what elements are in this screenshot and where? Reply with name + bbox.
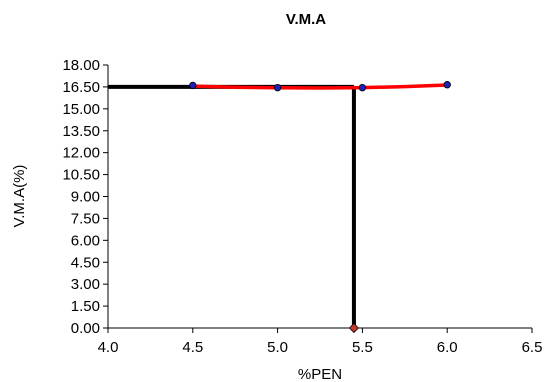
data-point-marker [348,322,359,334]
x-tick-label: 4.0 [98,339,119,356]
y-tick-label: 9.00 [71,189,100,206]
x-tick-label: 6.0 [437,339,458,356]
x-tick-label: 5.0 [267,339,288,356]
data-point-marker [189,81,197,90]
y-tick-labels: 0.00 1.50 3.00 4.50 6.00 7.50 9.00 10.50 12.00 13… [62,57,100,337]
y-tick-label: 4.50 [71,254,100,271]
x-tick-label: 4.5 [182,339,203,356]
y-tick-label: 13.50 [62,123,100,140]
axis-tick-marks [103,64,533,333]
y-tick-label: 0.00 [71,320,100,337]
y-tick-label: 3.00 [71,276,100,293]
fit-curve-line [191,83,449,90]
data-point-marker [358,83,367,92]
series-layer [108,81,451,334]
y-tick-label: 12.00 [62,145,100,162]
y-tick-label: 10.50 [62,167,100,184]
data-point-marker [443,81,451,89]
x-tick-labels: 4.0 4.5 5.0 5.5 6.0 6.5 [98,339,543,356]
data-point-marker [273,83,282,92]
y-tick-label: 16.50 [62,79,100,96]
y-tick-label: 1.50 [71,298,100,315]
chart-title: V.M.A [286,11,326,28]
x-axis-title: %PEN [298,366,342,382]
y-tick-label: 15.00 [62,101,100,118]
y-tick-label: 7.50 [71,210,100,227]
x-tick-label: 5.5 [352,339,373,356]
x-tick-label: 6.5 [522,339,543,356]
y-axis-title: V.M.A(%) [11,165,28,228]
y-tick-label: 6.00 [71,232,100,249]
y-tick-label: 18.00 [62,57,100,74]
